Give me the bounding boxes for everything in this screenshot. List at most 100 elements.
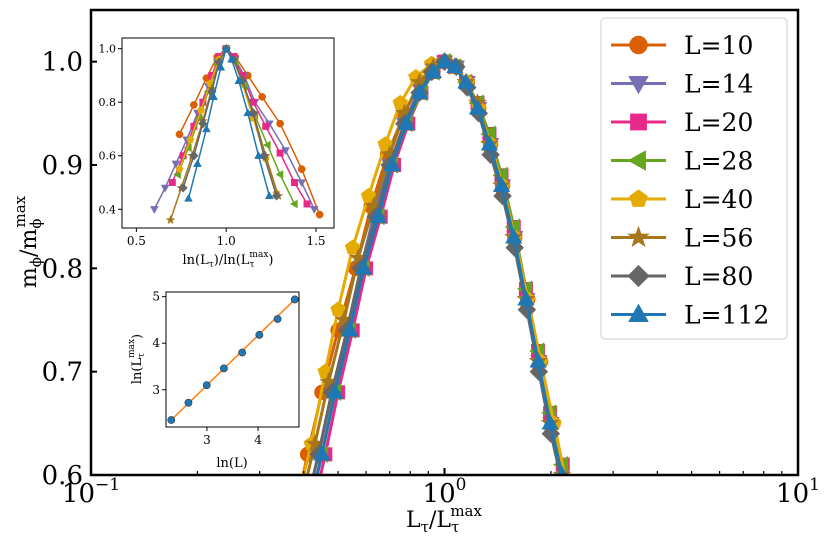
y-tick-label: 1.0 [42,48,83,78]
x-tick-label: 10−1 [62,475,120,509]
legend-marker [627,225,650,248]
inset-x-tick-label: 1.0 [217,234,236,248]
legend-label: L=112 [684,301,769,330]
data-point-l-112 [313,445,331,461]
inset-data-point-l-112 [234,76,244,84]
inset-data-point-l-80 [271,191,282,201]
inset-data-point-l-112 [209,92,219,101]
inset-x-tick-label: 1.5 [306,234,325,248]
inset-data-point-l-112 [264,191,274,200]
data-point-l-112 [410,83,429,99]
data-point-l-112 [424,62,443,79]
inset-data-point-l-40 [197,106,205,114]
data-point-l-112 [529,352,547,368]
legend-marker [627,264,650,288]
legend-label: L=56 [684,224,753,253]
scaling-point [184,398,193,407]
inset-y-tick-label: 0.8 [99,96,117,109]
legend-item-l-20: L=20 [611,108,753,137]
inset-data-point-l-40 [186,135,195,143]
inset-data-point-l-28 [289,199,298,209]
inset-data-point-l-20 [303,200,311,208]
inset-data-point-l-80 [189,151,199,161]
inset-data-point-l-10 [190,101,198,109]
legend-label: L=28 [684,147,753,176]
scaling-point [220,364,228,373]
main-plot-data [299,51,572,475]
inset-scaling-y-tick-label: 5 [152,290,160,304]
inset-collapse-frame [121,37,335,229]
scaling-point [167,416,176,424]
inset-data-point-l-112 [254,151,263,159]
legend-item-l-56: L=56 [611,224,753,253]
data-point-l-112 [435,52,454,68]
legend-label: L=20 [684,108,753,137]
inset-data-point-l-10 [315,210,324,219]
inset-data-point-l-20 [168,179,176,186]
inset-collapse-data [149,43,324,225]
legend-item-l-28: L=28 [611,147,753,176]
y-tick-label: 0.9 [42,151,83,181]
data-point-l-112 [517,290,535,306]
legend: L=10 L=14 L=20 L=28 L=40 L=56 L=80 L=112 [611,31,769,330]
legend-item-l-112: L=112 [611,301,769,330]
inset-scaling-axes: 3 4 5 3 4 [152,290,262,447]
data-point-l-112 [480,135,499,151]
inset-data-point-l-14 [171,160,181,169]
inset-y-tick-label: 1.0 [99,43,117,56]
main-axes: 0.6 0.7 0.8 0.9 1.0 10−1 100 101 [42,48,820,509]
inset-data-point-l-14 [297,179,307,188]
inset-data-point-l-112 [193,159,202,167]
scaling-point [202,381,211,390]
inset-scaling-frame [165,291,300,428]
x-tick-label: 100 [423,475,467,509]
y-tick-label: 0.7 [42,358,83,388]
inset-data-point-l-10 [258,93,266,101]
data-point-l-112 [341,321,359,337]
legend-item-l-80: L=80 [611,262,753,291]
inset-data-point-l-20 [262,122,270,130]
legend-label: L=10 [684,31,753,60]
inset-scaling-x-tick-label: 4 [254,433,262,447]
data-point-l-112 [556,465,568,475]
scaling-point [290,295,299,304]
inset-data-point-l-14 [160,184,170,193]
data-point-l-112 [354,259,373,275]
data-point-l-112 [468,98,487,115]
inset-data-point-l-80 [248,108,258,118]
inset-data-point-l-10 [276,119,284,128]
inset-data-point-l-56 [165,214,176,225]
series-l-112 [313,52,568,475]
legend-item-l-10: L=10 [611,31,753,60]
data-point-l-112 [505,228,523,244]
main-y-label: mϕ/mϕmax [11,195,45,288]
data-point-l-40 [330,301,346,317]
inset-scaling-y-tick-label: 4 [152,336,160,350]
inset-x-tick-label: 0.5 [127,234,146,248]
inset-data-point-l-10 [175,130,184,139]
inset-scaling-x-tick-label: 3 [203,433,211,447]
data-point-l-40 [344,239,361,255]
data-point-l-112 [326,383,344,399]
inset-data-point-l-112 [184,193,193,202]
legend-marker [629,35,648,55]
data-point-l-112 [383,155,401,172]
legend-label: L=80 [684,262,753,291]
inset-data-point-l-28 [262,140,271,150]
inset-collapse-axes: 0.4 0.6 0.8 1.0 0.5 1.0 1.5 [99,43,326,248]
inset-data-point-l-28 [275,170,284,179]
data-point-l-112 [397,114,416,130]
data-point-l-40 [360,187,377,203]
legend-item-l-40: L=40 [611,185,753,214]
inset-data-point-l-20 [290,179,298,186]
inset-data-point-l-20 [276,149,284,157]
data-point-l-112 [369,207,388,223]
inset-scaling-y-label: ln(Lτmax) [127,334,147,384]
scaling-point [273,315,282,323]
inset-series-l-112 [184,44,274,202]
inset-scaling-y-tick-label: 3 [152,383,160,397]
inset-data-point-l-28 [173,170,181,179]
inset-data-point-l-14 [149,206,159,214]
inset-collapse-x-label: ln(Lτ)/ln(Lτmax) [183,250,274,270]
legend-marker [629,189,648,207]
